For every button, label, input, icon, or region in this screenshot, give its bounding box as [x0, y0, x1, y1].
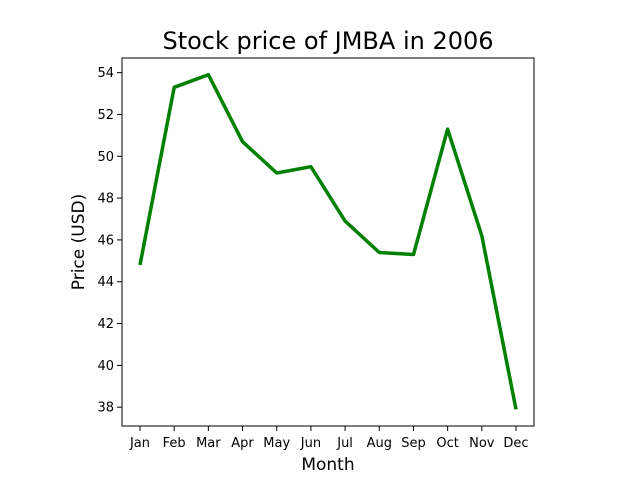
y-tick-label: 44 [97, 275, 114, 290]
x-tick-label: Oct [436, 436, 458, 451]
x-tick-label: Nov [469, 436, 495, 451]
x-tick-label: Jun [300, 436, 321, 451]
x-tick-label: Apr [231, 436, 254, 451]
y-tick-label: 52 [97, 108, 114, 123]
y-axis: 38 40 42 44 46 48 50 52 54 [97, 66, 122, 416]
plot-area-frame [121, 57, 535, 427]
x-tick-label: Dec [503, 436, 528, 451]
y-tick-label: 54 [97, 66, 114, 81]
y-tick-label: 50 [97, 150, 114, 165]
x-tick-label: Feb [163, 436, 186, 451]
chart-title: Stock price of JMBA in 2006 [162, 27, 493, 55]
x-tick-label: Jul [336, 436, 353, 451]
x-tick-label: Jan [129, 436, 150, 451]
x-axis-label: Month [301, 455, 354, 475]
y-tick-label: 38 [97, 401, 114, 416]
x-tick-label: May [263, 436, 290, 451]
x-tick-label: Aug [367, 436, 392, 451]
y-tick-label: 40 [97, 359, 114, 374]
series-line [138, 72, 518, 410]
y-axis-label: Price (USD) [69, 194, 89, 290]
y-tick-label: 48 [97, 192, 114, 207]
y-tick-label: 42 [97, 317, 114, 332]
y-tick-label: 46 [97, 233, 114, 248]
x-tick-label: Sep [401, 436, 426, 451]
series-group [138, 72, 518, 410]
x-axis: Jan Feb Mar Apr May Jun Jul Aug Sep Oct Nov Dec [129, 426, 529, 451]
x-tick-label: Mar [196, 436, 221, 451]
